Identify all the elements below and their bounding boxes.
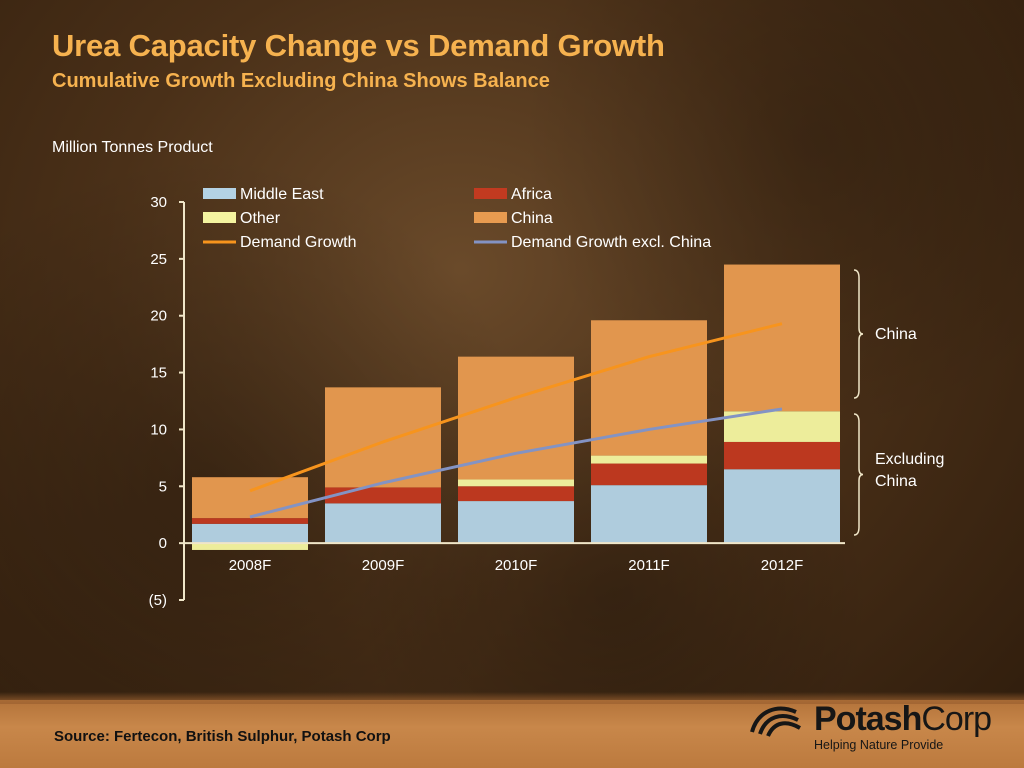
logo-wordmark: PotashCorp [814, 700, 992, 739]
bar-africa-2009f [325, 487, 441, 504]
y-tick-label: 0 [159, 535, 167, 552]
x-tick-label: 2009F [362, 557, 405, 574]
legend-label-demand-growth-excl-china: Demand Growth excl. China [511, 234, 711, 251]
footer-bar: Source: Fertecon, British Sulphur, Potas… [0, 692, 1024, 768]
bracket-excluding-china [853, 413, 864, 536]
bar-africa-2008f [192, 518, 308, 524]
potashcorp-logo-icon [750, 706, 801, 737]
x-tick-label: 2011F [628, 557, 669, 574]
bracket-china [853, 269, 864, 399]
stacked-bar-chart: 30 25 20 15 10 5 0 (5) 2008F 2009F 2010F 2011F 2012F… [149, 186, 944, 609]
legend-swatch-africa [474, 188, 507, 199]
y-tick-label: 10 [150, 421, 167, 438]
x-tick-label: 2010F [495, 557, 538, 574]
bracket-label-china-2: China [875, 473, 917, 490]
bar-china-2009f [325, 387, 441, 488]
legend-swatch-middle-east [203, 188, 236, 199]
lines-layer [249, 322, 783, 519]
logo-tagline: Helping Nature Provide [814, 738, 944, 752]
logo-wordmark-bold: Potash [814, 700, 922, 738]
legend: Middle East Africa Other China Demand Growth… [203, 186, 711, 251]
bars-layer [192, 264, 840, 550]
y-tick-label: 20 [150, 308, 167, 325]
legend-swatch-china [474, 212, 507, 223]
legend-label-demand-growth: Demand Growth [240, 234, 357, 251]
bar-other-2010f [458, 479, 574, 487]
source-note: Source: Fertecon, British Sulphur, Potas… [54, 728, 391, 745]
line-demand-growth [249, 322, 783, 493]
bar-middle-east-2009f [325, 503, 441, 544]
line-demand-growth-excl-china [249, 407, 783, 519]
x-tick-label: 2008F [229, 557, 272, 574]
y-tick-label: (5) [149, 592, 167, 609]
y-tick-label: 25 [150, 251, 167, 268]
bar-china-2008f [192, 477, 308, 519]
chart-subtitle: Cumulative Growth Excluding China Shows … [52, 70, 550, 92]
legend-label-middle-east: Middle East [240, 186, 324, 203]
bar-china-2012f [724, 264, 840, 412]
legend-label-africa: Africa [511, 186, 552, 203]
legend-label-china: China [511, 210, 553, 227]
axes-layer: 30 25 20 15 10 5 0 (5) 2008F 2009F 2010F 2011F 2012F [149, 194, 845, 609]
y-tick-label: 30 [150, 194, 167, 211]
bar-other-2008f [192, 543, 308, 550]
x-tick-label: 2012F [761, 557, 804, 574]
background-texture [0, 0, 1024, 700]
potashcorp-logo: PotashCorp Helping Nature Provide [748, 700, 998, 760]
legend-swatch-other [203, 212, 236, 223]
bracket-label-china: China [875, 326, 917, 343]
bracket-annotations: China Excluding China [853, 269, 944, 536]
y-tick-label: 5 [159, 478, 167, 495]
y-tick-label: 15 [150, 365, 167, 382]
bar-middle-east-2011f [591, 485, 707, 544]
bar-other-2011f [591, 455, 707, 464]
bar-china-2011f [591, 320, 707, 456]
bar-africa-2011f [591, 463, 707, 486]
y-axis-units-label: Million Tonnes Product [52, 139, 213, 156]
bar-africa-2010f [458, 486, 574, 502]
bar-middle-east-2010f [458, 501, 574, 544]
chart-title: Urea Capacity Change vs Demand Growth [52, 28, 665, 63]
bar-africa-2012f [724, 441, 840, 470]
legend-label-other: Other [240, 210, 281, 227]
bar-china-2010f [458, 356, 574, 480]
bar-middle-east-2008f [192, 523, 308, 544]
bracket-label-excluding: Excluding [875, 451, 944, 468]
logo-wordmark-regular: Corp [921, 700, 992, 738]
bar-middle-east-2012f [724, 469, 840, 544]
